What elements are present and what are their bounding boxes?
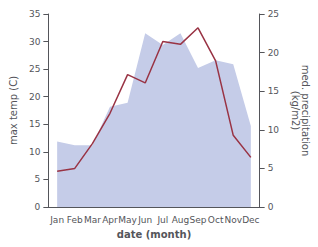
svg-text:med. precipitation: med. precipitation [299, 64, 311, 157]
svg-text:5: 5 [268, 163, 274, 173]
svg-text:Feb: Feb [67, 215, 83, 225]
svg-text:15: 15 [29, 119, 40, 129]
svg-text:May: May [118, 215, 137, 225]
svg-text:(kg/m2): (kg/m2) [290, 91, 301, 131]
svg-text:0: 0 [268, 202, 274, 212]
svg-text:10: 10 [29, 147, 41, 157]
svg-text:15: 15 [268, 86, 279, 96]
svg-text:Jun: Jun [137, 215, 152, 225]
svg-text:10: 10 [268, 125, 280, 135]
svg-text:Jul: Jul [156, 215, 168, 225]
svg-text:Aug: Aug [172, 215, 190, 225]
svg-text:Sep: Sep [190, 215, 207, 225]
svg-text:Mar: Mar [84, 215, 101, 225]
svg-text:20: 20 [29, 92, 41, 102]
svg-text:Nov: Nov [224, 215, 242, 225]
svg-text:Oct: Oct [208, 215, 224, 225]
svg-text:35: 35 [29, 9, 40, 19]
svg-text:Jan: Jan [49, 215, 64, 225]
svg-text:date (month): date (month) [117, 229, 191, 240]
svg-text:30: 30 [29, 37, 41, 47]
svg-text:20: 20 [268, 48, 280, 58]
svg-text:5: 5 [35, 174, 41, 184]
svg-text:Dec: Dec [242, 215, 259, 225]
svg-text:25: 25 [29, 64, 40, 74]
svg-text:max temp (C): max temp (C) [8, 76, 19, 145]
svg-text:0: 0 [35, 202, 41, 212]
svg-text:Apr: Apr [102, 215, 118, 225]
svg-text:25: 25 [268, 9, 279, 19]
